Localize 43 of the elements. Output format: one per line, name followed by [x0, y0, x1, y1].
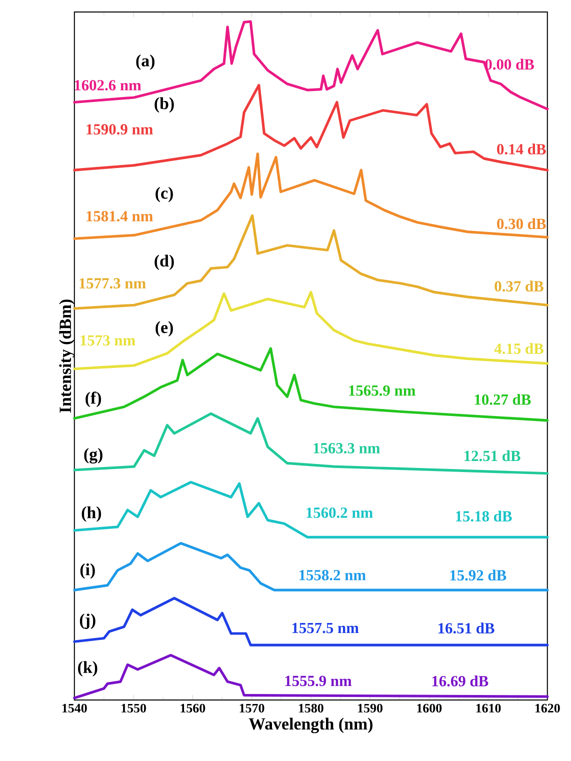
annotation: 0.37 dB	[494, 280, 544, 292]
annotation: 0.00 dB	[485, 58, 534, 70]
annotation: (g)	[84, 448, 102, 464]
x-tick-label: 1590	[358, 704, 382, 713]
x-tick-label: 1620	[535, 704, 560, 713]
annotation: 1555.9 nm	[285, 676, 352, 686]
annotation: 15.92 dB	[450, 570, 506, 581]
annotation: (d)	[154, 254, 174, 270]
x-tick-label: 1570	[240, 704, 264, 713]
annotation: 12.51 dB	[464, 450, 520, 462]
x-tick-label: 1610	[476, 704, 501, 713]
x-tick-label: 1580	[298, 704, 324, 713]
annotation: (e)	[155, 321, 173, 337]
annotation: (h)	[82, 506, 101, 522]
annotation: (j)	[80, 614, 96, 629]
annotation: 16.51 dB	[438, 622, 494, 634]
annotation: (i)	[80, 563, 95, 579]
y-axis-title: Intensity (dBm)	[58, 300, 74, 413]
annotation: (k)	[78, 661, 98, 676]
x-axis-title: Wavelength (nm)	[248, 718, 372, 734]
x-tick-label: 1560	[180, 704, 205, 713]
annotation: 4.15 dB	[494, 343, 544, 354]
annotation: 1557.5 nm	[292, 622, 358, 634]
annotation: (f)	[85, 392, 101, 408]
annotation: 1581.4 nm	[86, 210, 153, 222]
annotation: 16.69 dB	[432, 676, 488, 686]
annotation: 1565.9 nm	[348, 385, 416, 396]
annotation: (c)	[155, 186, 173, 202]
annotation: 0.14 dB	[496, 144, 546, 155]
annotation: (b)	[154, 97, 174, 113]
annotation: 10.27 dB	[474, 394, 531, 405]
annotation: 1577.3 nm	[79, 278, 146, 289]
x-tick-label: 1600	[417, 704, 442, 713]
x-tick-label: 1550	[121, 704, 146, 713]
x-tick-label: 1540	[62, 704, 87, 713]
annotation: (a)	[136, 54, 154, 70]
annotation: 1558.2 nm	[299, 570, 366, 580]
annotation: 1573 nm	[80, 335, 136, 346]
annotation: 15.18 dB	[456, 510, 512, 522]
annotation: 1560.2 nm	[306, 507, 373, 518]
annotation: 0.30 dB	[496, 218, 546, 230]
annotation: 1590.9 nm	[86, 124, 153, 135]
annotation: 1563.3 nm	[314, 443, 380, 454]
